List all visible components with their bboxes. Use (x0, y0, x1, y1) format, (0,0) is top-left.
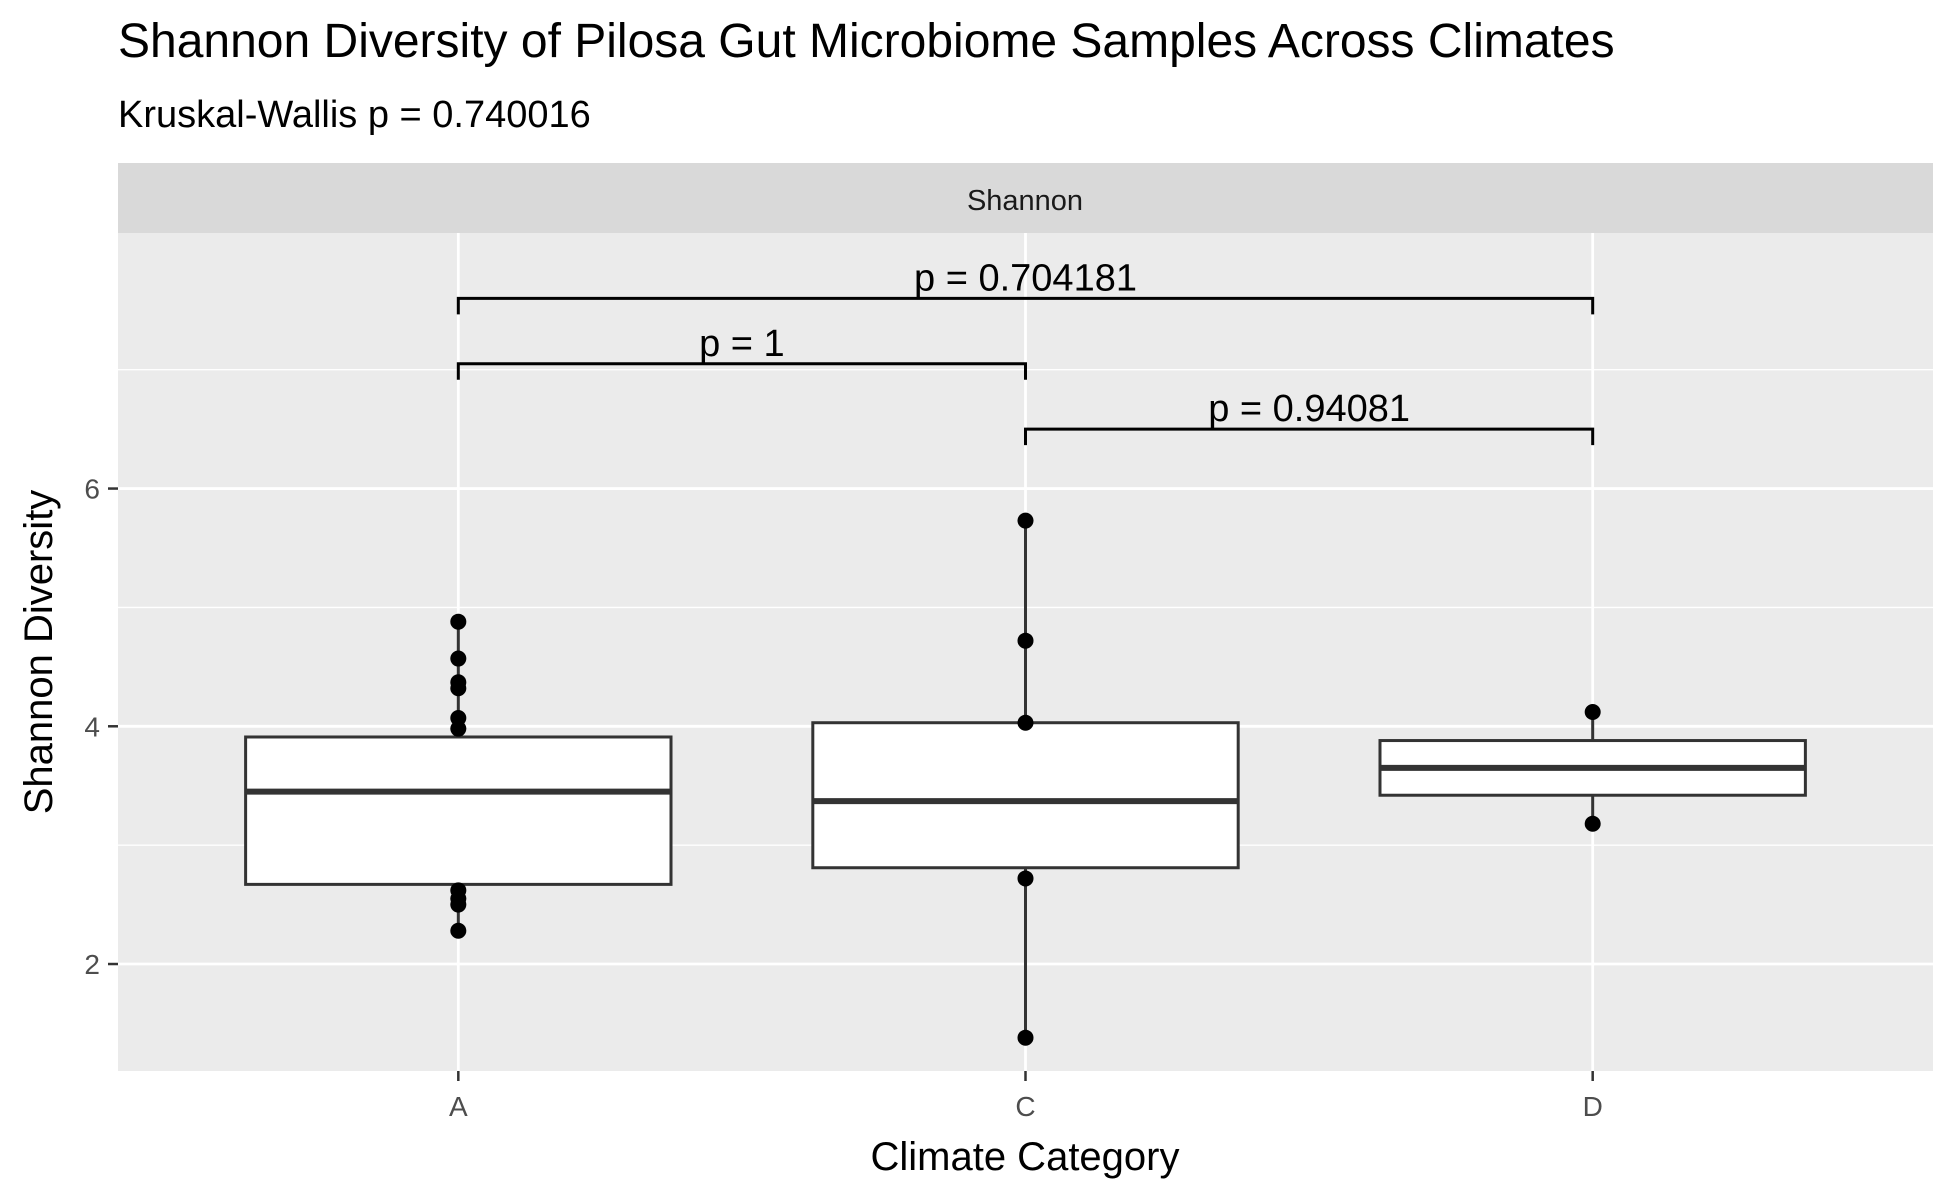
point-layer (450, 512, 1601, 1046)
data-point (1017, 1029, 1034, 1046)
data-point (450, 922, 467, 939)
facet-label: Shannon (967, 185, 1083, 217)
comparison-bracket (1024, 427, 1595, 446)
data-point (1017, 632, 1034, 649)
y-axis: 2 4 6 (84, 474, 118, 980)
x-axis-title: Climate Category (870, 1135, 1179, 1179)
data-point (1017, 714, 1034, 731)
comparison-p-label: p = 1 (699, 323, 785, 365)
y-tick-label: 2 (84, 949, 100, 980)
data-point (1017, 870, 1034, 887)
box-A (244, 735, 673, 886)
comparison-p-label: p = 0.704181 (914, 257, 1137, 299)
data-point (1584, 704, 1601, 721)
x-tick-label: C (1015, 1091, 1035, 1122)
x-tick-label: D (1583, 1091, 1603, 1122)
y-tick-label: 6 (84, 474, 100, 505)
facet-strip (118, 163, 1933, 233)
data-point (450, 680, 467, 697)
comparison-brackets: p = 0.704181 p = 1 p = 0.94081 (456, 257, 1595, 446)
chart-title: Shannon Diversity of Pilosa Gut Microbio… (118, 15, 1615, 68)
data-point (450, 613, 467, 630)
comparison-bracket (456, 296, 1595, 315)
data-point (1017, 512, 1034, 529)
data-point (450, 896, 467, 913)
data-point (450, 650, 467, 667)
y-tick-label: 4 (84, 711, 100, 742)
box-C (811, 721, 1240, 870)
x-tick-label: A (449, 1091, 468, 1122)
data-point (1584, 815, 1601, 832)
comparison-bracket (456, 362, 1027, 380)
data-point (450, 720, 467, 737)
chart-subtitle: Kruskal-Wallis p = 0.740016 (118, 94, 591, 136)
y-axis-title: Shannon Diversity (17, 490, 61, 815)
comparison-p-label: p = 0.94081 (1208, 388, 1410, 430)
